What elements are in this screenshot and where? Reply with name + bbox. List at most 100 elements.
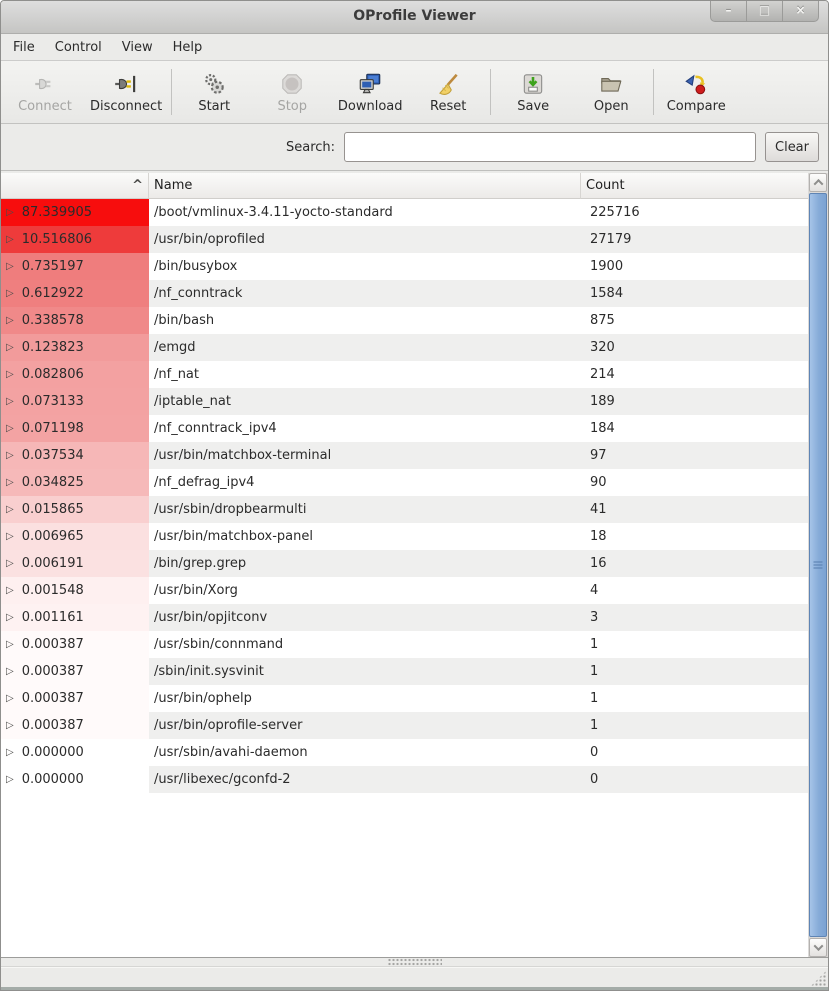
column-header-name[interactable]: Name	[149, 173, 581, 199]
table-row[interactable]: ▷ 0.000387 /usr/sbin/connmand 1	[1, 631, 808, 658]
profile-table: ^ Name Count ▷ 87.339905 /boot/vmlinux-3…	[1, 173, 808, 957]
expander-icon[interactable]: ▷	[6, 341, 14, 353]
expander-icon[interactable]: ▷	[6, 665, 14, 677]
table-row[interactable]: ▷ 87.339905 /boot/vmlinux-3.4.11-yocto-s…	[1, 199, 808, 226]
expander-icon[interactable]: ▷	[6, 287, 14, 299]
table-body: ▷ 87.339905 /boot/vmlinux-3.4.11-yocto-s…	[1, 199, 808, 957]
close-button[interactable]: ×	[782, 1, 819, 22]
expander-icon[interactable]: ▷	[6, 368, 14, 380]
column-header-percent[interactable]: ^	[1, 173, 149, 199]
expander-icon[interactable]: ▷	[6, 422, 14, 434]
menu-control[interactable]: Control	[54, 39, 102, 55]
pane-splitter-handle[interactable]	[1, 958, 828, 967]
row-count-cell: 4	[581, 577, 808, 604]
table-row[interactable]: ▷ 0.073133 /iptable_nat 189	[1, 388, 808, 415]
download-label: Download	[337, 98, 403, 114]
table-row[interactable]: ▷ 0.037534 /usr/bin/matchbox-terminal 97	[1, 442, 808, 469]
table-row[interactable]: ▷ 0.006191 /bin/grep.grep 16	[1, 550, 808, 577]
row-percent-cell: ▷ 0.071198	[1, 415, 149, 442]
table-row[interactable]: ▷ 0.001548 /usr/bin/Xorg 4	[1, 577, 808, 604]
expander-icon[interactable]: ▷	[6, 395, 14, 407]
row-percent-cell: ▷ 10.516806	[1, 226, 149, 253]
table-row[interactable]: ▷ 0.015865 /usr/sbin/dropbearmulti 41	[1, 496, 808, 523]
row-count: 189	[590, 394, 615, 409]
row-count-cell: 189	[581, 388, 808, 415]
clear-button[interactable]: Clear	[765, 132, 819, 162]
table-row[interactable]: ▷ 0.000387 /usr/bin/ophelp 1	[1, 685, 808, 712]
expander-icon[interactable]: ▷	[6, 773, 14, 785]
expander-icon[interactable]: ▷	[6, 557, 14, 569]
window-resize-grip[interactable]	[811, 971, 826, 986]
expander-icon[interactable]: ▷	[6, 719, 14, 731]
open-button[interactable]: Open	[572, 64, 650, 120]
row-name: /usr/bin/oprofile-server	[154, 718, 303, 733]
row-name-cell: /usr/sbin/avahi-daemon	[149, 739, 581, 766]
table-row[interactable]: ▷ 0.034825 /nf_defrag_ipv4 90	[1, 469, 808, 496]
row-count-cell: 0	[581, 739, 808, 766]
table-row[interactable]: ▷ 0.000387 /usr/bin/oprofile-server 1	[1, 712, 808, 739]
search-input[interactable]	[344, 132, 756, 162]
expander-icon[interactable]: ▷	[6, 692, 14, 704]
row-name: /usr/bin/matchbox-terminal	[154, 448, 332, 463]
row-count: 0	[590, 772, 599, 787]
table-row[interactable]: ▷ 0.071198 /nf_conntrack_ipv4 184	[1, 415, 808, 442]
table-row[interactable]: ▷ 0.000387 /sbin/init.sysvinit 1	[1, 658, 808, 685]
menu-help[interactable]: Help	[172, 39, 203, 55]
table-row[interactable]: ▷ 0.612922 /nf_conntrack 1584	[1, 280, 808, 307]
download-button[interactable]: Download	[331, 64, 409, 120]
row-count: 1584	[590, 286, 624, 301]
expander-icon[interactable]: ▷	[6, 503, 14, 515]
row-name: /nf_nat	[154, 367, 199, 382]
scroll-down-button[interactable]	[809, 938, 827, 957]
titlebar[interactable]: OProfile Viewer – □ ×	[1, 1, 828, 34]
table-row[interactable]: ▷ 0.000000 /usr/libexec/gconfd-2 0	[1, 766, 808, 793]
row-percent-cell: ▷ 0.001161	[1, 604, 149, 631]
row-percent-cell: ▷ 0.000000	[1, 766, 149, 793]
scrollbar-thumb[interactable]	[809, 193, 827, 937]
row-percent: 0.338578	[21, 313, 84, 328]
reset-button[interactable]: Reset	[409, 64, 487, 120]
expander-icon[interactable]: ▷	[6, 746, 14, 758]
row-name: /bin/grep.grep	[154, 556, 247, 571]
expander-icon[interactable]: ▷	[6, 449, 14, 461]
start-button[interactable]: Start	[175, 64, 253, 120]
row-name: /usr/sbin/avahi-daemon	[154, 745, 308, 760]
row-percent: 87.339905	[21, 205, 93, 220]
table-row[interactable]: ▷ 0.001161 /usr/bin/opjitconv 3	[1, 604, 808, 631]
table-row[interactable]: ▷ 0.006965 /usr/bin/matchbox-panel 18	[1, 523, 808, 550]
row-name-cell: /bin/grep.grep	[149, 550, 581, 577]
stop-icon	[279, 71, 305, 97]
expander-icon[interactable]: ▷	[6, 611, 14, 623]
row-name: /usr/sbin/connmand	[154, 637, 284, 652]
expander-icon[interactable]: ▷	[6, 530, 14, 542]
table-row[interactable]: ▷ 0.000000 /usr/sbin/avahi-daemon 0	[1, 739, 808, 766]
menu-view[interactable]: View	[121, 39, 153, 55]
row-count-cell: 1	[581, 658, 808, 685]
disconnect-button[interactable]: Disconnect	[84, 64, 168, 120]
row-count-cell: 41	[581, 496, 808, 523]
expander-icon[interactable]: ▷	[6, 638, 14, 650]
expander-icon[interactable]: ▷	[6, 206, 14, 218]
table-row[interactable]: ▷ 0.735197 /bin/busybox 1900	[1, 253, 808, 280]
table-row[interactable]: ▷ 0.123823 /emgd 320	[1, 334, 808, 361]
expander-icon[interactable]: ▷	[6, 260, 14, 272]
row-name-cell: /bin/bash	[149, 307, 581, 334]
table-row[interactable]: ▷ 10.516806 /usr/bin/oprofiled 27179	[1, 226, 808, 253]
scroll-up-button[interactable]	[809, 173, 827, 192]
maximize-button[interactable]: □	[746, 1, 783, 22]
table-row[interactable]: ▷ 0.338578 /bin/bash 875	[1, 307, 808, 334]
minimize-button[interactable]: –	[710, 1, 747, 22]
expander-icon[interactable]: ▷	[6, 584, 14, 596]
save-button[interactable]: Save	[494, 64, 572, 120]
row-name-cell: /usr/bin/oprofiled	[149, 226, 581, 253]
compare-button[interactable]: Compare	[657, 64, 735, 120]
row-count: 97	[590, 448, 607, 463]
column-header-count[interactable]: Count	[581, 173, 808, 199]
menu-file[interactable]: File	[13, 39, 35, 55]
row-name: /nf_conntrack_ipv4	[154, 421, 277, 436]
expander-icon[interactable]: ▷	[6, 314, 14, 326]
table-row[interactable]: ▷ 0.082806 /nf_nat 214	[1, 361, 808, 388]
expander-icon[interactable]: ▷	[6, 476, 14, 488]
row-percent-cell: ▷ 0.034825	[1, 469, 149, 496]
expander-icon[interactable]: ▷	[6, 233, 14, 245]
